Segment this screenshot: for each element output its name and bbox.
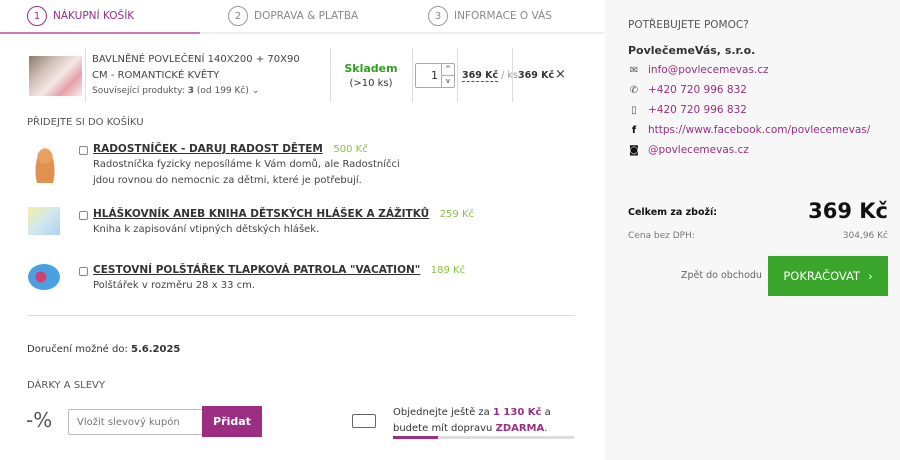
contact-instagram[interactable]: ◙ @povlecemevas.cz bbox=[628, 144, 749, 156]
fs-text: Objednejte ještě za bbox=[393, 407, 490, 418]
continue-button[interactable]: POKRAČOVAT › bbox=[768, 256, 888, 296]
contact-text: https://www.facebook.com/povlecemevas/ bbox=[648, 124, 871, 136]
unit-price-value: 369 Kč bbox=[462, 70, 499, 82]
fs-free: ZDARMA bbox=[495, 423, 545, 434]
free-shipping-progress bbox=[393, 436, 574, 439]
contact-text: @povlecemevas.cz bbox=[648, 144, 749, 156]
addon-checkbox[interactable] bbox=[79, 146, 88, 155]
facebook-icon: f bbox=[631, 124, 637, 136]
stock-quantity: (>10 ks) bbox=[349, 78, 393, 89]
product-title[interactable]: BAVLNĚNÉ POVLEČENÍ 140X200 + 70X90 CM - … bbox=[92, 54, 300, 81]
free-shipping-message: Objednejte ještě za 1 130 Kč a budete mít… bbox=[393, 405, 583, 437]
instagram-icon: ◙ bbox=[629, 144, 639, 156]
fs-text: a bbox=[544, 407, 551, 418]
step-number: 3 bbox=[428, 6, 448, 26]
addon-checkbox[interactable] bbox=[79, 211, 88, 220]
continue-label: POKRAČOVAT bbox=[783, 269, 861, 283]
mobile-icon: ▯ bbox=[631, 104, 637, 116]
decrement-icon[interactable]: v bbox=[441, 76, 454, 87]
addon-title-link[interactable]: HLÁŠKOVNÍK ANEB KNIHA DĚTSKÝCH HLÁŠEK A … bbox=[93, 208, 430, 220]
cart-main: 1 NÁKUPNÍ KOŠÍK 2 DOPRAVA & PLATBA 3 INFORM… bbox=[0, 0, 605, 439]
addon-item: HLÁŠKOVNÍK ANEB KNIHA DĚTSKÝCH HLÁŠEK A … bbox=[93, 207, 474, 220]
phone-icon: ✆ bbox=[629, 84, 639, 96]
addon-description: Radostníčka fyzicky neposíláme k Vám dom… bbox=[93, 159, 400, 186]
addon-price: 500 Kč bbox=[333, 144, 368, 155]
addons-heading: PŘIDEJTE SI DO KOŠÍKU bbox=[27, 117, 144, 128]
step-number: 1 bbox=[27, 6, 47, 26]
related-count: 3 bbox=[187, 86, 195, 96]
addon-price: 189 Kč bbox=[430, 265, 466, 276]
progress-fill bbox=[393, 436, 439, 439]
unit-label: / ks bbox=[501, 70, 518, 81]
quantity-stepper[interactable]: 1 ^ v bbox=[415, 63, 455, 88]
add-coupon-button[interactable]: Přidat bbox=[202, 406, 262, 437]
fs-amount: 1 130 Kč bbox=[492, 407, 542, 418]
help-heading: POTŘEBUJETE POMOC? bbox=[628, 19, 749, 31]
contact-mobile[interactable]: ▯ +420 720 996 832 bbox=[628, 104, 747, 116]
remove-item-icon[interactable]: × bbox=[555, 67, 566, 82]
checkout-steps: 1 NÁKUPNÍ KOŠÍK 2 DOPRAVA & PLATBA 3 INFORM… bbox=[0, 0, 605, 34]
fs-suffix: . bbox=[544, 423, 548, 434]
discount-symbol: -% bbox=[26, 408, 53, 432]
contact-email[interactable]: ✉ info@povlecemevas.cz bbox=[628, 64, 769, 76]
increment-icon[interactable]: ^ bbox=[441, 64, 454, 76]
contact-facebook[interactable]: f https://www.facebook.com/povlecemevas/ bbox=[628, 124, 870, 136]
truck-icon bbox=[352, 414, 376, 428]
total-price: 369 Kč bbox=[808, 199, 888, 223]
chevron-down-icon: ⌄ bbox=[251, 86, 260, 96]
line-total: 369 Kč bbox=[518, 70, 555, 81]
delivery-date: Doručení možné do: 5.6.2025 bbox=[27, 344, 180, 355]
addon-title-link[interactable]: RADOSTNÍČEK - DARUJ RADOST DĚTEM bbox=[93, 143, 323, 155]
quantity-value: 1 bbox=[431, 69, 438, 82]
net-label: Cena bez DPH: bbox=[628, 231, 695, 241]
step-info[interactable]: 3 INFORMACE O VÁS bbox=[428, 6, 552, 26]
chevron-right-icon: › bbox=[868, 269, 873, 283]
step-label: NÁKUPNÍ KOŠÍK bbox=[53, 10, 135, 22]
contact-text: +420 720 996 832 bbox=[648, 84, 747, 96]
related-from: (od 199 Kč) bbox=[196, 86, 249, 96]
addon-image bbox=[28, 264, 60, 290]
contact-text: +420 720 996 832 bbox=[648, 104, 747, 116]
step-shipping[interactable]: 2 DOPRAVA & PLATBA bbox=[228, 6, 358, 26]
unit-price: 369 Kč / ks bbox=[462, 70, 518, 82]
contact-text: info@povlecemevas.cz bbox=[648, 64, 769, 76]
addon-price: 259 Kč bbox=[439, 209, 475, 220]
step-number: 2 bbox=[228, 6, 248, 26]
step-label: INFORMACE O VÁS bbox=[454, 10, 552, 22]
related-products[interactable]: Související produkty: 3 (od 199 Kč) ⌄ bbox=[92, 86, 259, 96]
step-cart[interactable]: 1 NÁKUPNÍ KOŠÍK bbox=[27, 6, 134, 26]
related-label: Související produkty: bbox=[92, 86, 185, 96]
addon-item: RADOSTNÍČEK - DARUJ RADOST DĚTEM 500 Kč bbox=[93, 142, 368, 155]
delivery-date-value: 5.6.2025 bbox=[131, 344, 181, 355]
step-label: DOPRAVA & PLATBA bbox=[254, 10, 359, 22]
delivery-label: Doručení možné do: bbox=[27, 344, 128, 355]
total-label: Celkem za zboží: bbox=[628, 207, 718, 218]
sidebar: POTŘEBUJETE POMOC? PovlečemeVás, s.r.o. … bbox=[605, 0, 900, 460]
contact-phone[interactable]: ✆ +420 720 996 832 bbox=[628, 84, 747, 96]
addon-image bbox=[34, 145, 56, 183]
addon-description: Kniha k zapisování vtipných dětských hlá… bbox=[93, 224, 320, 235]
back-to-shop-link[interactable]: Zpět do obchodu bbox=[681, 270, 762, 281]
addon-description: Polštářek v rozměru 28 x 33 cm. bbox=[93, 280, 256, 291]
divider bbox=[27, 315, 575, 316]
addon-title-link[interactable]: CESTOVNÍ POLŠTÁŘEK TLAPKOVÁ PATROLA "VAC… bbox=[93, 264, 421, 276]
envelope-icon: ✉ bbox=[629, 64, 639, 76]
active-step-indicator bbox=[0, 32, 200, 34]
addon-image bbox=[28, 207, 60, 235]
addon-checkbox[interactable] bbox=[79, 267, 88, 276]
fs-text: budete mít dopravu bbox=[393, 423, 493, 434]
net-price: 304,96 Kč bbox=[842, 231, 888, 241]
discounts-heading: DÁRKY A SLEVY bbox=[27, 380, 106, 391]
coupon-input[interactable] bbox=[68, 409, 203, 435]
product-thumbnail[interactable] bbox=[29, 56, 82, 96]
stock-status: Skladem bbox=[344, 62, 398, 75]
company-name: PovlečemeVás, s.r.o. bbox=[628, 44, 756, 57]
addon-item: CESTOVNÍ POLŠTÁŘEK TLAPKOVÁ PATROLA "VAC… bbox=[93, 263, 465, 276]
